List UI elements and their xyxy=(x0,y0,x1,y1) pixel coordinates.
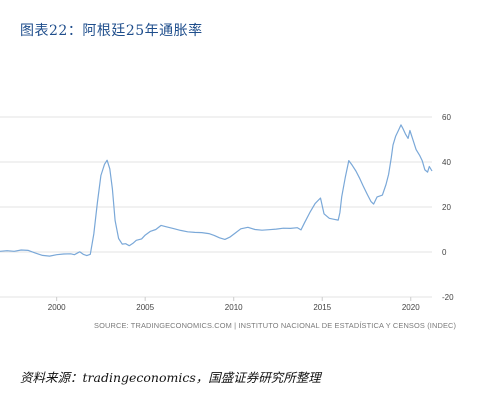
x-tick-label: 2000 xyxy=(48,303,66,312)
y-tick-label: -20 xyxy=(442,293,454,302)
y-tick-label: 0 xyxy=(442,248,447,257)
series-layer xyxy=(0,124,433,257)
chart-source: SOURCE: TRADINGECONOMICS.COM | INSTITUTO… xyxy=(94,321,457,330)
y-tick-label: 60 xyxy=(442,113,451,122)
figure-caption: 资料来源：tradingeconomics，国盛证券研究所整理 xyxy=(20,370,321,385)
y-tick-labels: 60 40 20 0 -20 xyxy=(442,113,454,302)
x-tick-label: 2010 xyxy=(225,303,243,312)
x-tick-label: 2005 xyxy=(136,303,154,312)
y-tick-label: 20 xyxy=(442,203,451,212)
x-tick-label: 2015 xyxy=(313,303,331,312)
series-line-0 xyxy=(0,124,433,257)
x-tick-label: 2020 xyxy=(402,303,420,312)
figure-title: 图表22：阿根廷25年通胀率 xyxy=(20,23,203,39)
gridlines xyxy=(0,116,432,298)
x-tick-labels: 2000 2005 2010 2015 2020 xyxy=(48,297,420,312)
y-tick-label: 40 xyxy=(442,158,451,167)
